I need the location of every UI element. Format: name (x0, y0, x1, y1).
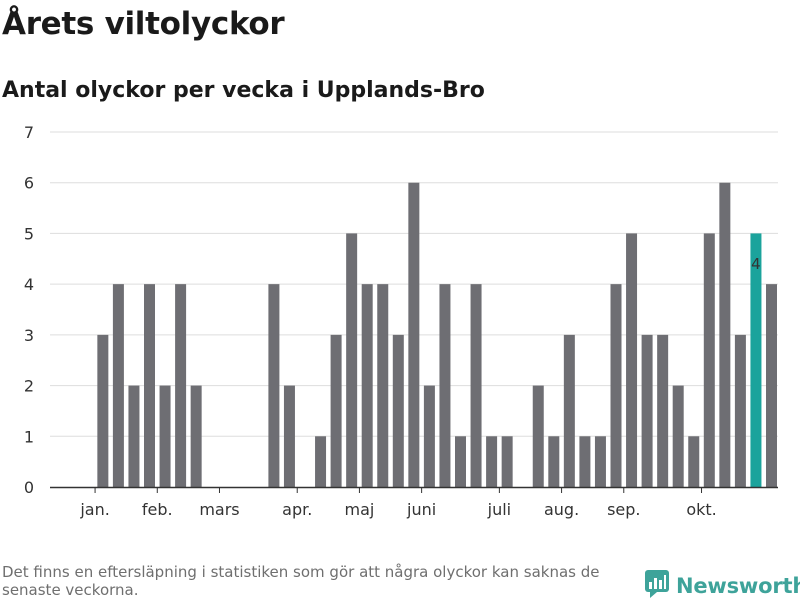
y-tick-label-7: 7 (24, 123, 34, 142)
newsworthy-logo-icon (644, 569, 670, 603)
chart-subtitle: Antal olyckor per vecka i Upplands-Bro (2, 78, 485, 103)
bar-week-4 (128, 385, 140, 487)
bar-week-35 (610, 284, 622, 487)
x-tick-label-2: mars (199, 500, 239, 519)
bar-week-43 (734, 334, 746, 487)
x-tick-label-4: maj (345, 500, 375, 519)
bar-week-36 (626, 233, 638, 487)
bar-week-37 (641, 334, 653, 487)
x-tick-label-5: juni (406, 500, 436, 519)
bar-week-25 (455, 436, 466, 487)
x-tick-label-9: okt. (686, 500, 716, 519)
bar-week-22 (408, 182, 420, 487)
footnote: Det finns en eftersläpning i statistiken… (2, 563, 600, 599)
bar-week-41 (703, 233, 715, 487)
newsworthy-brand[interactable]: Newsworthy (644, 569, 800, 603)
x-tick-label-1: feb. (142, 500, 173, 519)
bar-week-17 (330, 334, 342, 487)
bar-week-33 (579, 436, 591, 487)
y-tick-label-1: 1 (24, 427, 34, 446)
bar-week-20 (377, 284, 389, 487)
bar-week-32 (563, 334, 575, 487)
bar-week-6 (159, 385, 171, 487)
bar-week-2 (97, 334, 109, 487)
y-tick-label-4: 4 (24, 275, 34, 294)
bar-week-38 (657, 334, 669, 487)
bar-week-40 (688, 436, 700, 487)
bar-week-21 (392, 334, 404, 487)
x-tick-label-6: juli (487, 500, 511, 519)
y-tick-label-6: 6 (24, 174, 34, 193)
data-label-highlight: 4 (751, 255, 761, 273)
bar-week-18 (346, 233, 358, 487)
bar-week-30 (532, 385, 544, 487)
bar-week-34 (594, 436, 606, 487)
bar-week-42 (719, 182, 731, 487)
bar-week-26 (470, 284, 482, 487)
bar-week-39 (672, 385, 684, 487)
bar-week-5 (144, 284, 155, 487)
bar-week-3 (112, 284, 124, 487)
y-tick-label-2: 2 (24, 377, 34, 396)
bar-week-13 (268, 284, 280, 487)
bar-chart: 0 1 2 3 4 5 6 7 4 jan. feb. mars apr. maj juni juli aug.… (24, 123, 778, 519)
bar-week-8 (190, 385, 202, 487)
bar-week-16 (315, 436, 327, 487)
bar-week-23 (423, 385, 435, 487)
bar-highlight-week-44 (750, 233, 762, 487)
chart-title: Årets viltolyckor (2, 6, 285, 42)
brand-name: Newsworthy (676, 574, 800, 598)
x-tick-label-7: aug. (544, 500, 579, 519)
bar-week-19 (361, 284, 373, 487)
bar-week-24 (439, 284, 451, 487)
y-tick-label-0: 0 (24, 478, 34, 497)
bar-week-27 (486, 436, 498, 487)
y-tick-label-3: 3 (24, 326, 34, 345)
y-tick-label-5: 5 (24, 224, 34, 243)
bar-week-14 (283, 385, 295, 487)
bar-week-28 (501, 436, 513, 487)
bar-week-7 (175, 284, 187, 487)
x-tick-label-8: sep. (607, 500, 640, 519)
bar-week-31 (548, 436, 560, 487)
x-tick-label-0: jan. (79, 500, 109, 519)
x-tick-label-3: apr. (282, 500, 312, 519)
bar-week-45 (766, 284, 777, 487)
